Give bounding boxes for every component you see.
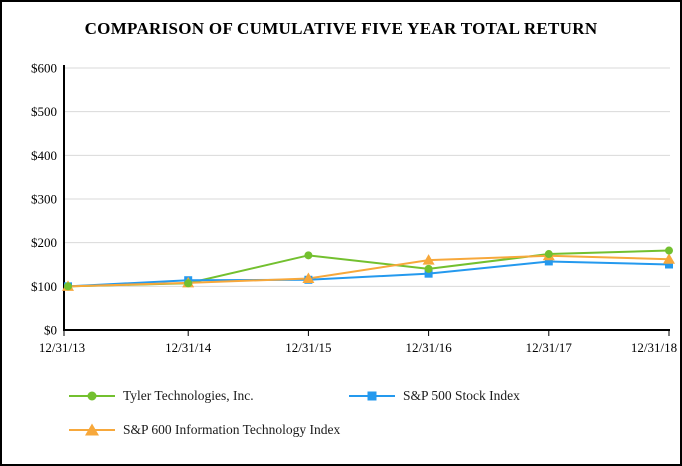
- series-line-1: [67, 260, 670, 288]
- data-point-0-0: [64, 282, 72, 291]
- x-axis-label-2: 12/31/15: [285, 340, 331, 355]
- legend-label-tyler: Tyler Technologies, Inc.: [123, 388, 254, 403]
- data-point-1-3: [424, 269, 433, 278]
- x-axis-label-1: 12/31/14: [165, 340, 212, 355]
- legend-label-sp600it: S&P 600 Information Technology Index: [123, 422, 341, 437]
- data-point-0-3: [424, 264, 433, 273]
- sp600it-series-triangle-marker-icon: [69, 423, 115, 436]
- data-point-2-2: [302, 272, 315, 283]
- legend-triangle: [85, 423, 99, 436]
- legend-item-tyler: Tyler Technologies, Inc.: [69, 388, 254, 404]
- tyler-series-circle-marker-icon: [69, 391, 115, 401]
- y-axis-label-6: $600: [31, 61, 57, 76]
- series-line-2: [67, 254, 670, 288]
- data-point-2-5: [663, 253, 675, 264]
- y-axis-label-5: $500: [31, 104, 57, 119]
- y-axis-label-2: $200: [31, 235, 57, 250]
- x-axis-label-4: 12/31/17: [526, 340, 573, 355]
- legend-circle: [87, 391, 97, 401]
- legend-item-sp500: S&P 500 Stock Index: [349, 388, 520, 404]
- data-point-0-2: [304, 251, 313, 260]
- data-point-1-4: [544, 257, 553, 266]
- sp500-series-square-marker-icon: [349, 391, 395, 401]
- y-axis-label-1: $100: [31, 279, 57, 294]
- chart-title: COMPARISON OF CUMULATIVE FIVE YEAR TOTAL…: [84, 19, 598, 38]
- data-point-1-5: [665, 260, 673, 269]
- data-point-0-4: [544, 250, 553, 259]
- data-point-0-5: [665, 246, 673, 255]
- y-axis-label-3: $300: [31, 192, 57, 207]
- x-axis-label-5: 12/31/18: [631, 340, 677, 355]
- y-axis-label-0: $0: [44, 323, 57, 338]
- line-chart-plot-area: 12/31/13 12/31/14 12/31/15 12/31/16 12/31/17…: [31, 61, 677, 356]
- x-axis-label-0: 12/31/13: [39, 340, 85, 355]
- legend-label-sp500: S&P 500 Stock Index: [403, 388, 520, 403]
- legend-item-sp600it: S&P 600 Information Technology Index: [69, 422, 340, 438]
- legend-square: [367, 391, 377, 401]
- data-point-0-1: [184, 279, 193, 288]
- x-axis-label-3: 12/31/16: [405, 340, 452, 355]
- y-axis-label-4: $400: [31, 148, 57, 163]
- data-point-2-3: [422, 254, 435, 265]
